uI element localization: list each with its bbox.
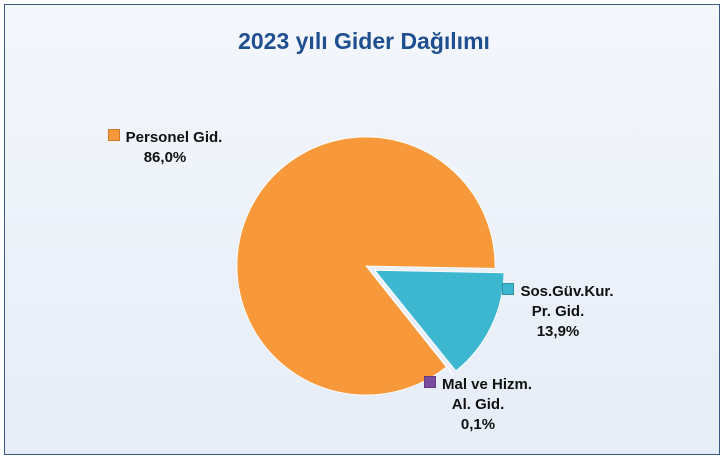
legend-marker [107, 129, 120, 141]
data-label: Personel Gid. 86,0% [70, 128, 260, 168]
value-label: 0,1% [460, 416, 496, 433]
label-category: Sos.Güv.Kur. Pr. Gid. [488, 282, 628, 322]
category-label: Sos.Güv.Kur. Pr. Gid. [520, 283, 614, 320]
label-category: Mal ve Hizm. Al. Gid. [408, 375, 548, 415]
legend-marker [423, 376, 436, 388]
pie-slice [236, 136, 496, 396]
pie-slice [374, 269, 505, 372]
category-label: Personel Gid. [125, 129, 223, 146]
legend-marker [502, 283, 515, 295]
data-label: Sos.Güv.Kur. Pr. Gid. 13,9% [488, 282, 628, 342]
chart-title: 2023 yılı Gider Dağılımı [238, 28, 490, 54]
pie-slice [371, 273, 454, 376]
data-label: Mal ve Hizm. Al. Gid. 0,1% [408, 375, 548, 435]
value-label: 86,0% [143, 149, 187, 166]
category-label: Mal ve Hizm. Al. Gid. [441, 376, 533, 413]
value-label: 13,9% [536, 323, 580, 340]
label-category: Personel Gid. [70, 128, 260, 148]
